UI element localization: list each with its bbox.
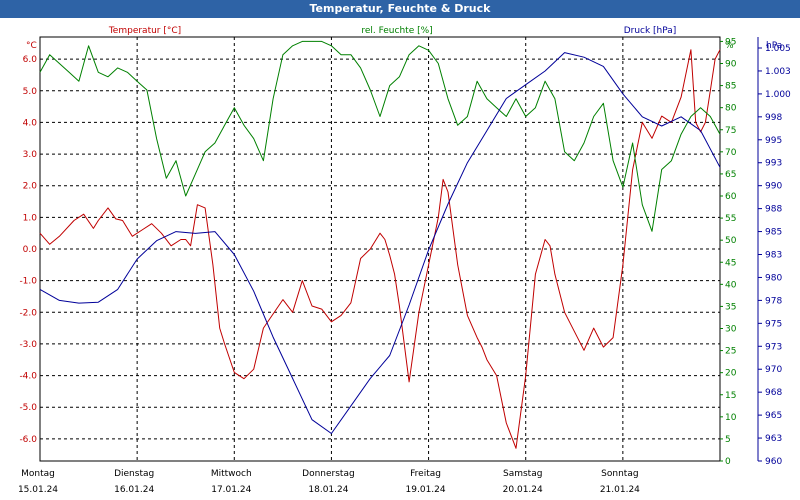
date-label: 17.01.24	[211, 485, 251, 495]
pressure-line	[39, 52, 721, 434]
pressure-tick: 970	[765, 365, 782, 375]
humidity-unit: %	[725, 41, 734, 51]
pressure-tick: 963	[765, 434, 782, 444]
temperature-tick: 0.0	[23, 245, 38, 255]
temperature-tick: -2.0	[19, 308, 37, 318]
day-label: Dienstag	[114, 469, 154, 479]
pressure-tick: 985	[765, 228, 782, 238]
humidity-tick: 70	[725, 148, 737, 158]
humidity-tick: 90	[725, 60, 737, 70]
pressure-tick: 973	[765, 342, 782, 352]
legend-temperature: Temperatur [°C]	[108, 26, 181, 36]
humidity-tick: 60	[725, 192, 737, 202]
humidity-tick: 20	[725, 369, 737, 379]
temperature-tick: 4.0	[23, 118, 38, 128]
pressure-tick: 978	[765, 296, 782, 306]
date-label: 21.01.24	[600, 485, 640, 495]
temperature-axis: °C 6.0 5.0 4.0 3.0 2.0 1.0 0.0 -1.0 -2.0 -3.0 -4.0 -…	[19, 41, 37, 445]
day-label: Freitag	[410, 469, 441, 479]
pressure-tick: 993	[765, 159, 782, 169]
pressure-tick: 983	[765, 251, 782, 261]
pressure-tick: 1.005	[765, 44, 791, 54]
legend: Temperatur [°C] rel. Feuchte [%] Druck [hP…	[108, 26, 676, 36]
date-label: 16.01.24	[114, 485, 154, 495]
pressure-tick: 980	[765, 273, 782, 283]
humidity-tick: 80	[725, 104, 737, 114]
pressure-tick: 1.003	[765, 67, 791, 77]
pressure-tick: 998	[765, 113, 782, 123]
date-label: 18.01.24	[308, 485, 348, 495]
temperature-tick: 1.0	[23, 213, 38, 223]
day-label: Samstag	[503, 469, 542, 479]
pressure-tick: 960	[765, 457, 782, 467]
temperature-tick: -6.0	[19, 435, 37, 445]
pressure-tick: 965	[765, 411, 782, 421]
legend-pressure: Druck [hPa]	[624, 26, 677, 36]
day-label: Mittwoch	[211, 469, 252, 479]
temperature-tick: -5.0	[19, 403, 37, 413]
temperature-tick: -3.0	[19, 340, 37, 350]
pressure-tick: 990	[765, 182, 782, 192]
temperature-tick: -1.0	[19, 277, 37, 287]
temperature-tick: -4.0	[19, 372, 37, 382]
humidity-tick: 30	[725, 325, 737, 335]
grid	[39, 36, 721, 462]
day-label: Montag	[21, 469, 55, 479]
humidity-tick: 55	[725, 214, 736, 224]
temperature-tick: 2.0	[23, 182, 38, 192]
series	[39, 40, 721, 449]
humidity-tick: 5	[725, 435, 731, 445]
date-label: 20.01.24	[503, 485, 543, 495]
pressure-tick: 988	[765, 205, 782, 215]
temperature-tick: 3.0	[23, 150, 38, 160]
day-label: Sonntag	[601, 469, 638, 479]
time-axis: Montag 15.01.24 Dienstag 16.01.24 Mittwoch 17…	[18, 469, 640, 495]
day-label: Donnerstag	[302, 469, 355, 479]
window-title: Temperatur, Feuchte & Druck	[0, 0, 800, 18]
temperature-unit: °C	[26, 41, 37, 51]
humidity-tick: 65	[725, 170, 736, 180]
humidity-tick: 85	[725, 82, 736, 92]
legend-humidity: rel. Feuchte [%]	[361, 26, 432, 36]
humidity-tick: 0	[725, 457, 731, 467]
humidity-line	[39, 40, 721, 232]
temperature-tick: 5.0	[23, 87, 38, 97]
pressure-tick: 975	[765, 319, 782, 329]
temperature-tick: 6.0	[23, 55, 38, 65]
humidity-tick: 35	[725, 302, 736, 312]
humidity-tick: 45	[725, 258, 736, 268]
humidity-tick: 75	[725, 126, 736, 136]
date-label: 15.01.24	[18, 485, 58, 495]
humidity-tick: 10	[725, 413, 737, 423]
pressure-tick: 995	[765, 136, 782, 146]
humidity-tick: 95	[725, 37, 736, 47]
pressure-tick: 968	[765, 388, 782, 398]
humidity-tick: 50	[725, 236, 737, 246]
humidity-tick: 40	[725, 280, 737, 290]
humidity-tick: 25	[725, 347, 736, 357]
pressure-unit: hPa	[766, 41, 782, 51]
pressure-tick: 1.000	[765, 90, 791, 100]
date-label: 19.01.24	[406, 485, 446, 495]
humidity-tick: 15	[725, 391, 736, 401]
